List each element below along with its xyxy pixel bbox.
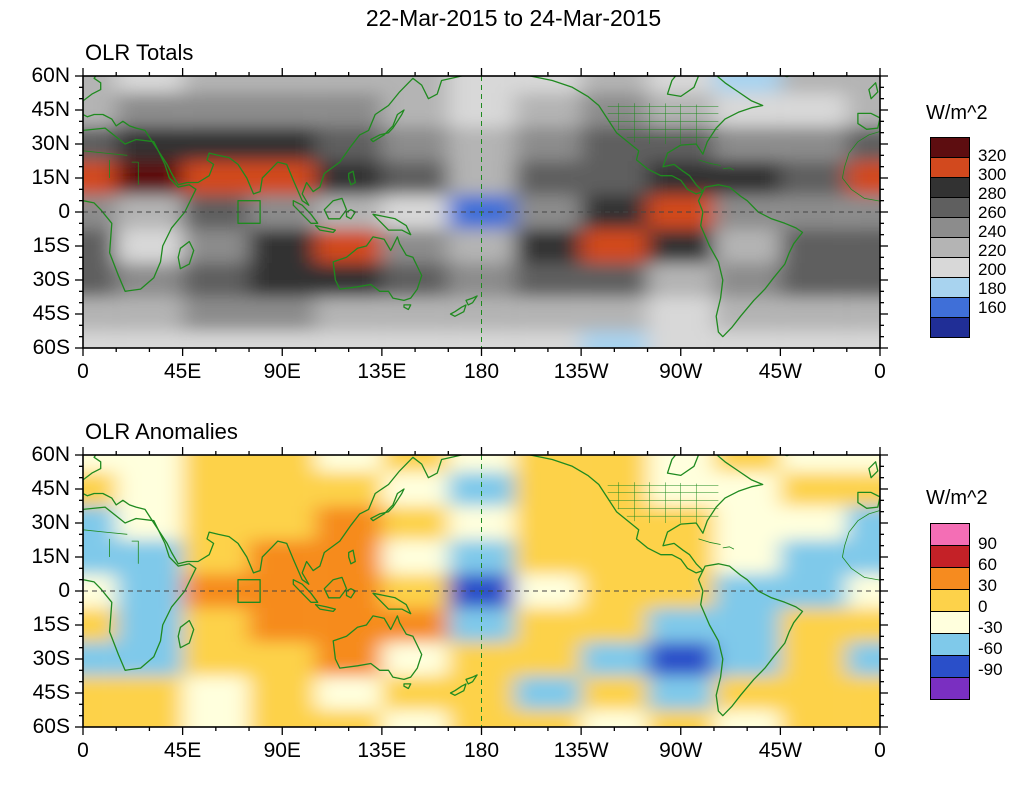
lat-tick-label: 45N [31, 98, 70, 121]
colorbar-tick-label: 220 [978, 241, 1007, 260]
figure-title: 22-Mar-2015 to 24-Mar-2015 [365, 5, 662, 31]
colorbar-box [930, 633, 970, 656]
lat-tick-label: 30S [32, 268, 70, 291]
colorbar-box [930, 611, 970, 634]
olr-anomalies-map [75, 447, 888, 735]
lat-tick-label: 30N [31, 511, 70, 534]
lat-tick-label: 60S [32, 336, 70, 359]
lon-tick-label: 180 [463, 739, 500, 762]
colorbar-tick-label: 30 [978, 576, 997, 595]
colorbar-tick-label: -90 [978, 660, 1003, 679]
lon-tick-label: 45W [758, 739, 802, 762]
lat-tick-label: 0 [58, 200, 70, 223]
colorbar-box [930, 545, 970, 568]
lat-tick-label: 15N [31, 545, 70, 568]
lat-tick-label: 15N [31, 166, 70, 189]
colorbar-box [930, 257, 970, 278]
colorbar-anomalies [930, 523, 970, 700]
colorbar-tick-label: -60 [978, 639, 1003, 658]
olr-totals-map [75, 68, 888, 356]
lat-tick-label: 45N [31, 477, 70, 500]
lat-tick-label: 60N [31, 443, 70, 466]
colorbar-box [930, 589, 970, 612]
lon-tick-label: 135E [357, 739, 407, 762]
lon-tick-label: 0 [874, 360, 886, 383]
colorbar-box [930, 137, 970, 158]
lat-tick-label: 60S [32, 715, 70, 738]
colorbar-box [930, 655, 970, 678]
lon-tick-label: 0 [77, 360, 89, 383]
colorbar-totals [930, 137, 970, 338]
lon-tick-label: 0 [77, 739, 89, 762]
lat-tick-label: 60N [31, 64, 70, 87]
lon-tick-label: 135W [553, 739, 609, 762]
colorbar-box [930, 277, 970, 298]
lat-tick-label: 0 [58, 579, 70, 602]
lon-tick-label: 90E [263, 360, 301, 383]
colorbar-tick-label: 60 [978, 555, 997, 574]
colorbar-box [930, 317, 970, 338]
colorbar-tick-label: 320 [978, 146, 1007, 165]
lon-tick-label: 90W [659, 360, 703, 383]
lat-tick-label: 30S [32, 647, 70, 670]
colorbar-tick-label: 240 [978, 222, 1007, 241]
colorbar-box [930, 297, 970, 318]
lat-tick-label: 45S [32, 681, 70, 704]
colorbar-tick-label: 200 [978, 260, 1007, 279]
lon-tick-label: 135E [357, 360, 407, 383]
colorbar-tick-label: -30 [978, 618, 1003, 637]
colorbar-tick-label: 160 [978, 298, 1007, 317]
colorbar-tick-label: 90 [978, 534, 997, 553]
panel-title-anomalies: OLR Anomalies [85, 419, 238, 444]
colorbar-box [930, 197, 970, 218]
colorbar-box [930, 523, 970, 546]
colorbar-box [930, 217, 970, 238]
lat-tick-label: 15S [32, 613, 70, 636]
colorbar-units-anomalies: W/m^2 [926, 487, 988, 509]
colorbar-tick-label: 280 [978, 184, 1007, 203]
lat-tick-label: 30N [31, 132, 70, 155]
lon-tick-label: 0 [874, 739, 886, 762]
lon-tick-label: 45E [163, 739, 202, 762]
lat-tick-label: 15S [32, 234, 70, 257]
colorbar-box [930, 677, 970, 700]
lat-tick-label: 45S [32, 302, 70, 325]
colorbar-box [930, 157, 970, 178]
lon-tick-label: 180 [463, 360, 500, 383]
colorbar-box [930, 237, 970, 258]
colorbar-tick-label: 0 [978, 597, 988, 616]
colorbar-units-totals: W/m^2 [926, 102, 988, 124]
lon-tick-label: 45W [758, 360, 802, 383]
lon-tick-label: 135W [553, 360, 609, 383]
colorbar-box [930, 177, 970, 198]
colorbar-tick-label: 260 [978, 203, 1007, 222]
colorbar-tick-label: 180 [978, 279, 1007, 298]
lon-tick-label: 90E [263, 739, 301, 762]
colorbar-box [930, 567, 970, 590]
lon-tick-label: 90W [659, 739, 703, 762]
panel-title-totals: OLR Totals [85, 40, 194, 65]
lon-tick-label: 45E [163, 360, 202, 383]
colorbar-tick-label: 300 [978, 165, 1007, 184]
